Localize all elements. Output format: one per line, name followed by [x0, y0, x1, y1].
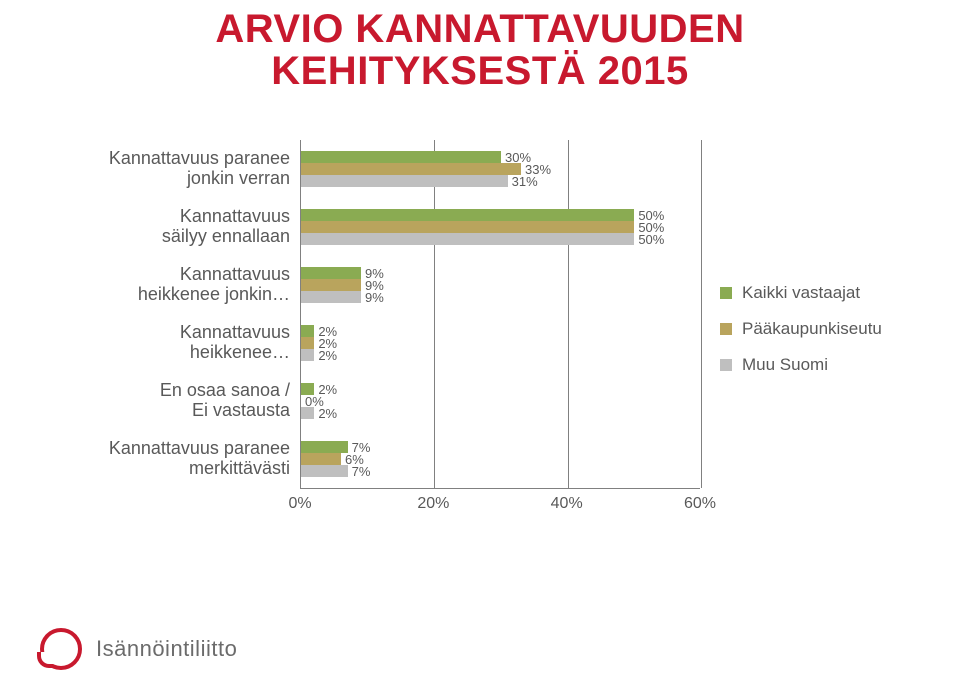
- bar: [301, 453, 341, 465]
- legend-swatch: [720, 323, 732, 335]
- gridline: [701, 140, 702, 488]
- legend: Kaikki vastaajat Pääkaupunkiseutu Muu Suom…: [700, 140, 920, 518]
- x-axis-tick: 60%: [684, 495, 716, 513]
- bar: [301, 465, 348, 477]
- plot-row: 30%33%31%: [301, 140, 700, 198]
- x-axis-tick: 0%: [288, 495, 311, 513]
- bar-wrap: 9%: [301, 291, 700, 303]
- plot-row: 2%0%2%: [301, 372, 700, 430]
- bar-wrap: 2%: [301, 337, 700, 349]
- bar: [301, 325, 314, 337]
- bar: [301, 349, 314, 361]
- bar-wrap: 0%: [301, 395, 700, 407]
- bar: [301, 221, 634, 233]
- chart-area: Kannattavuus paraneejonkin verranKannatt…: [40, 140, 920, 518]
- bar-value-label: 2%: [318, 406, 337, 421]
- bar-value-label: 2%: [318, 348, 337, 363]
- plot-row: 9%9%9%: [301, 256, 700, 314]
- category-label: Kannattavuusheikkenee…: [40, 314, 300, 372]
- bar: [301, 233, 634, 245]
- category-label: Kannattavuussäilyy ennallaan: [40, 198, 300, 256]
- bar-wrap: 2%: [301, 349, 700, 361]
- bar: [301, 441, 348, 453]
- bar-wrap: 9%: [301, 267, 700, 279]
- bar: [301, 337, 314, 349]
- category-label: Kannattavuus paraneemerkittävästi: [40, 430, 300, 488]
- footer-brand: Isännöintiliitto: [40, 628, 237, 670]
- bar-wrap: 2%: [301, 383, 700, 395]
- bar-wrap: 2%: [301, 325, 700, 337]
- bar: [301, 163, 521, 175]
- legend-label: Muu Suomi: [742, 355, 828, 375]
- legend-swatch: [720, 359, 732, 371]
- legend-label: Kaikki vastaajat: [742, 283, 860, 303]
- plot-column: 30%33%31%50%50%50%9%9%9%2%2%2%2%0%2%7%6%…: [300, 140, 700, 518]
- bar-value-label: 31%: [512, 174, 538, 189]
- chart-title: ARVIO KANNATTAVUUDEN KEHITYKSESTÄ 2015: [0, 0, 960, 92]
- category-label: En osaa sanoa /Ei vastausta: [40, 372, 300, 430]
- x-axis-tick: 40%: [551, 495, 583, 513]
- x-axis-tick: 20%: [417, 495, 449, 513]
- plot-row: 7%6%7%: [301, 430, 700, 488]
- plot: 30%33%31%50%50%50%9%9%9%2%2%2%2%0%2%7%6%…: [300, 140, 700, 488]
- brand-logo-icon: [40, 628, 82, 670]
- legend-item: Pääkaupunkiseutu: [720, 319, 920, 339]
- category-labels-column: Kannattavuus paraneejonkin verranKannatt…: [40, 140, 300, 518]
- x-axis: 0%20%40%60%: [300, 488, 700, 518]
- plot-row: 2%2%2%: [301, 314, 700, 372]
- title-line-1: ARVIO KANNATTAVUUDEN: [0, 8, 960, 50]
- bar: [301, 279, 361, 291]
- bar: [301, 209, 634, 221]
- legend-swatch: [720, 287, 732, 299]
- legend-item: Kaikki vastaajat: [720, 283, 920, 303]
- bar-wrap: 9%: [301, 279, 700, 291]
- bar-wrap: 7%: [301, 465, 700, 477]
- bar-value-label: 9%: [365, 290, 384, 305]
- bar: [301, 267, 361, 279]
- bar-wrap: 31%: [301, 175, 700, 187]
- bar-wrap: 30%: [301, 151, 700, 163]
- bar: [301, 175, 508, 187]
- bar: [301, 291, 361, 303]
- category-label: Kannattavuusheikkenee jonkin…: [40, 256, 300, 314]
- brand-name: Isännöintiliitto: [96, 636, 237, 662]
- category-label: Kannattavuus paraneejonkin verran: [40, 140, 300, 198]
- bar-value-label: 7%: [352, 464, 371, 479]
- title-line-2: KEHITYKSESTÄ 2015: [0, 50, 960, 92]
- bar: [301, 407, 314, 419]
- bar: [301, 151, 501, 163]
- legend-label: Pääkaupunkiseutu: [742, 319, 882, 339]
- legend-item: Muu Suomi: [720, 355, 920, 375]
- bar-wrap: 50%: [301, 233, 700, 245]
- bar-value-label: 50%: [638, 232, 664, 247]
- bar-wrap: 33%: [301, 163, 700, 175]
- plot-row: 50%50%50%: [301, 198, 700, 256]
- bar-wrap: 2%: [301, 407, 700, 419]
